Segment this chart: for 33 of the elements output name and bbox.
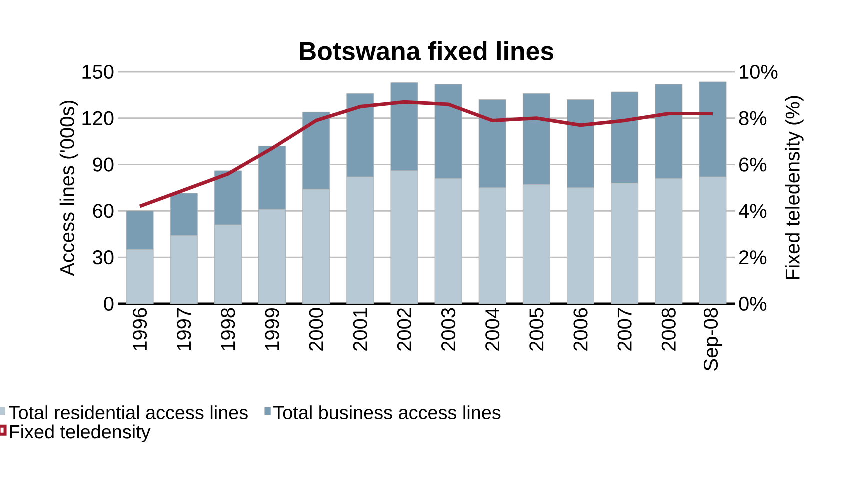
legend-label: Total business access lines	[274, 406, 501, 420]
y2-tick-label: 10%	[740, 64, 778, 80]
x-tick-label: 2001	[353, 308, 368, 351]
x-tick-label: 1996	[132, 308, 148, 350]
y2-axis-title: Fixed teledensity (%)	[785, 96, 804, 280]
y-tick-label: 150	[82, 64, 114, 80]
y-tick-label: 0	[104, 296, 114, 312]
x-tick-label: 2008	[662, 308, 676, 351]
x-tick-label: 2002	[397, 308, 412, 351]
y2-tick-label: 4%	[738, 204, 767, 218]
x-tick-label: 2000	[309, 308, 324, 351]
x-tick-label: 2004	[486, 308, 500, 351]
x-tick-label: 1999	[265, 308, 280, 350]
y-tick-label: 120	[82, 111, 114, 126]
y-axis-title: Access lines ('000s)	[60, 100, 78, 276]
chart-title: Botswana fixed lines	[300, 41, 554, 60]
y-tick-label: 60	[93, 204, 114, 218]
y2-tick-label: 6%	[740, 158, 767, 172]
x-tick-label: 1998	[221, 308, 236, 350]
y-tick-label: 90	[93, 158, 114, 172]
x-tick-label: 1997	[177, 308, 192, 350]
y2-tick-label: 8%	[739, 111, 767, 126]
x-tick-label: 2003	[441, 308, 456, 351]
x-tick-label: 2005	[530, 308, 544, 351]
y2-tick-label: 2%	[740, 250, 767, 265]
x-tick-label: 2006	[574, 308, 588, 351]
x-tick-label: 2007	[618, 308, 632, 351]
x-tick-label: Sep-08	[704, 308, 722, 371]
y-tick-label: 30	[93, 250, 114, 265]
y2-tick-label: 0%	[739, 296, 767, 312]
line-series	[138, 100, 715, 208]
legend-label: Total residential access lines	[9, 406, 248, 420]
legend-label: Fixed teledensity	[10, 424, 151, 442]
